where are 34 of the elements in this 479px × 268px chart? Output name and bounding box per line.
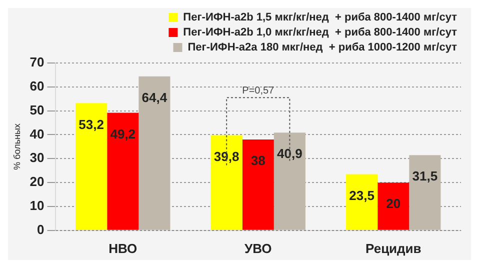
bar xyxy=(242,140,274,230)
data-label: 31,5 xyxy=(412,168,438,184)
legend-label: Пег-ИФН-a2b 1,0 мкг/кг/нед + риба 800-1400 мг/сут xyxy=(183,26,458,39)
y-tick-label: 40 xyxy=(30,126,44,142)
annotation: P=0,57 xyxy=(242,85,275,96)
y-tick-label: 50 xyxy=(30,102,44,118)
bar xyxy=(409,155,441,230)
y-tick-label: 30 xyxy=(30,150,44,166)
x-tick-label: Рецидив xyxy=(365,240,422,256)
bar xyxy=(274,132,306,230)
data-label: 53,2 xyxy=(78,116,104,132)
y-tick-label: 60 xyxy=(30,78,44,94)
y-tick-label: 20 xyxy=(30,174,44,190)
bar xyxy=(76,103,108,230)
data-label: 39,8 xyxy=(214,148,240,164)
x-tick-label: НВО xyxy=(108,240,138,256)
data-label: 40,9 xyxy=(277,146,302,162)
y-axis-title: % больных xyxy=(12,123,22,170)
bar xyxy=(138,76,170,230)
data-label: 20 xyxy=(386,196,401,212)
data-label: 64,4 xyxy=(142,90,168,105)
legend-label: Пег-ИФН-a2b 1,5 мкг/кг/нед + риба 800-1400 мг/сут xyxy=(183,12,458,24)
legend-label: Пег-ИФН-a2a 180 мкг/нед + риба 1000-1200 мг/сут xyxy=(188,42,458,54)
x-tick-label: УВО xyxy=(244,240,272,256)
bar xyxy=(346,174,378,230)
data-label: 23,5 xyxy=(349,188,374,203)
y-tick-label: 10 xyxy=(30,198,44,214)
bar xyxy=(210,135,242,230)
y-tick-label: 0 xyxy=(37,222,44,237)
y-tick-label: 70 xyxy=(30,54,44,70)
data-label: 38 xyxy=(250,153,266,168)
data-label: 49,2 xyxy=(110,126,136,142)
bar xyxy=(378,182,410,230)
bar xyxy=(107,112,139,230)
